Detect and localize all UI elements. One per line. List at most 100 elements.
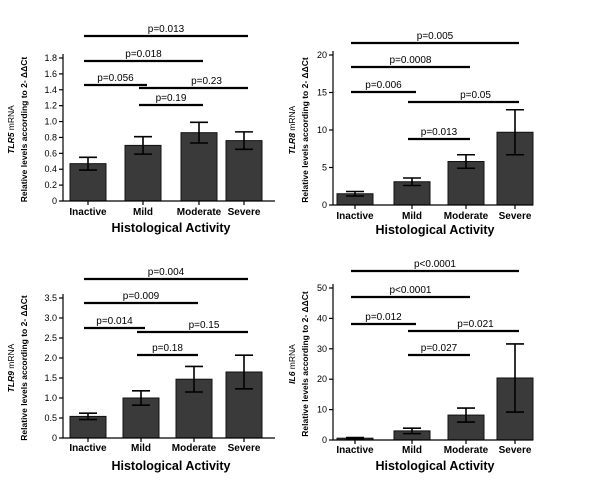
y-tick-label: 1.5 — [44, 373, 57, 383]
p-value-label: p=0.013 — [421, 127, 458, 138]
x-tick-label-moderate: Moderate — [444, 445, 489, 456]
x-tick-label-inactive: Inactive — [336, 211, 374, 222]
x-axis-title: Histological Activity — [375, 223, 494, 237]
x-tick-label-moderate: Moderate — [177, 207, 222, 218]
error-bar-severe — [235, 354, 253, 390]
y-tick-label: 3.5 — [44, 293, 57, 303]
y-axis-title-method: Relative levels according to 2- ΔΔCt — [19, 57, 29, 203]
bar-severe — [225, 140, 263, 202]
y-axis-title-method: Relative levels according to 2- ΔΔCt — [300, 291, 310, 437]
y-tick-label: 0.8 — [44, 132, 57, 142]
x-tick-label-inactive: Inactive — [336, 445, 374, 456]
p-value-label: p=0.021 — [457, 319, 494, 330]
x-tick-label-severe: Severe — [499, 445, 532, 456]
error-bar-mild — [403, 427, 421, 435]
chart-panel-tlr8: 0 5 10 15 20 Inactive Mild Moderate Severe Histol… — [287, 31, 534, 237]
x-tick-label-mild: Mild — [133, 207, 153, 218]
y-tick-label: 0.2 — [44, 180, 57, 190]
p-value-label: p<0.0001 — [390, 285, 432, 296]
p-value-label: p=0.056 — [97, 73, 134, 84]
error-bar-inactive — [79, 412, 97, 421]
x-axis-title: Histological Activity — [111, 221, 230, 235]
x-tick-label-severe: Severe — [228, 207, 261, 218]
y-tick-label: 1.4 — [44, 85, 57, 95]
error-bar-inactive — [79, 156, 97, 171]
y-tick-label: 2.5 — [44, 333, 57, 343]
p-value-label: p=0.009 — [123, 291, 160, 302]
y-tick-label: 0 — [322, 200, 327, 210]
y-tick-label: 0.4 — [44, 164, 57, 174]
y-tick-label: 20 — [317, 374, 327, 384]
p-value-label: p=0.018 — [125, 49, 162, 60]
y-tick-label: 0.5 — [44, 413, 57, 423]
y-axis-gene-suffix: mRNA — [6, 105, 16, 133]
p-value-label: p=0.027 — [421, 343, 458, 354]
p-value-label: p=0.012 — [365, 312, 402, 323]
y-tick-label: 1.2 — [44, 101, 57, 111]
x-tick-label-inactive: Inactive — [69, 207, 107, 218]
y-tick-label: 50 — [317, 283, 327, 293]
error-bar-moderate — [185, 365, 203, 393]
y-tick-label: 10 — [317, 125, 327, 135]
p-value-label: p=0.23 — [191, 76, 222, 87]
x-axis-title: Histological Activity — [375, 459, 494, 473]
p-value-label: p=0.19 — [156, 93, 187, 104]
y-axis-title-gene: IL6 mRNA — [287, 344, 297, 384]
y-tick-label: 5 — [322, 163, 327, 173]
y-axis-gene-name: TLR8 — [287, 133, 297, 155]
chart-panel-tlr5: 0 0.2 0.4 0.6 0.8 1.0 1.2 1.4 1.6 1.8 Inactive Mild… — [6, 24, 275, 235]
y-tick-label: 30 — [317, 344, 327, 354]
p-value-label: p=0.004 — [148, 267, 185, 278]
p-value-label: p=0.014 — [96, 316, 133, 327]
y-axis-gene-suffix: mRNA — [6, 343, 16, 371]
x-tick-label-inactive: Inactive — [69, 443, 107, 454]
error-bar-inactive — [346, 190, 364, 197]
p-value-label: p=0.05 — [460, 90, 491, 101]
y-tick-label: 1.6 — [44, 69, 57, 79]
p-value-label: p=0.006 — [365, 80, 402, 91]
y-axis-gene-name: TLR9 — [6, 371, 16, 393]
error-bar-moderate — [457, 153, 475, 170]
y-axis-title-gene: TLR9 mRNA — [6, 343, 16, 392]
y-tick-label: 40 — [317, 313, 327, 323]
y-axis-title-gene: TLR5 mRNA — [6, 105, 16, 154]
y-axis-gene-suffix: mRNA — [287, 105, 297, 133]
y-axis-gene-name: IL6 — [287, 371, 297, 384]
y-tick-label: 15 — [317, 88, 327, 98]
bar-moderate — [447, 161, 485, 206]
y-axis-title-method: Relative levels according to 2- ΔΔCt — [300, 57, 310, 203]
x-tick-label-severe: Severe — [228, 443, 261, 454]
y-tick-label: 20 — [317, 50, 327, 60]
error-bar-mild — [134, 135, 152, 155]
chart-panel-il6: 0 10 20 30 40 50 Inactive Mild Moderate Severe His… — [287, 259, 534, 473]
y-tick-label: 1.0 — [44, 393, 57, 403]
p-value-label: p=0.15 — [189, 320, 220, 331]
y-tick-label: 10 — [317, 405, 327, 415]
y-axis-title-gene: TLR8 mRNA — [287, 105, 297, 154]
p-value-label: p=0.18 — [152, 343, 183, 354]
bar-mild — [122, 397, 160, 439]
error-bar-severe — [506, 343, 524, 413]
y-axis-gene-suffix: mRNA — [287, 344, 297, 372]
y-tick-label: 0 — [52, 196, 57, 206]
y-axis-gene-name: TLR5 — [6, 132, 16, 154]
y-tick-label: 1.8 — [44, 53, 57, 63]
y-tick-label: 0 — [52, 433, 57, 443]
p-value-label: p=0.013 — [148, 24, 185, 35]
x-tick-label-severe: Severe — [499, 211, 532, 222]
y-tick-label: 0.6 — [44, 148, 57, 158]
y-tick-label: 0 — [322, 435, 327, 445]
p-value-label: p=0.005 — [417, 31, 454, 42]
x-tick-label-moderate: Moderate — [444, 211, 489, 222]
error-bar-inactive — [346, 436, 364, 440]
y-axis-title-method: Relative levels according to 2- ΔΔCt — [19, 295, 29, 441]
error-bar-mild — [132, 390, 150, 406]
error-bar-severe — [506, 108, 524, 156]
error-bar-moderate — [457, 407, 475, 423]
error-bar-moderate — [190, 121, 208, 144]
chart-panel-tlr9: 0 0.5 1.0 1.5 2.0 2.5 3.0 3.5 Inactive Mild Modera… — [6, 267, 275, 473]
p-value-label: p<0.0001 — [414, 259, 456, 270]
error-bar-severe — [235, 131, 253, 151]
